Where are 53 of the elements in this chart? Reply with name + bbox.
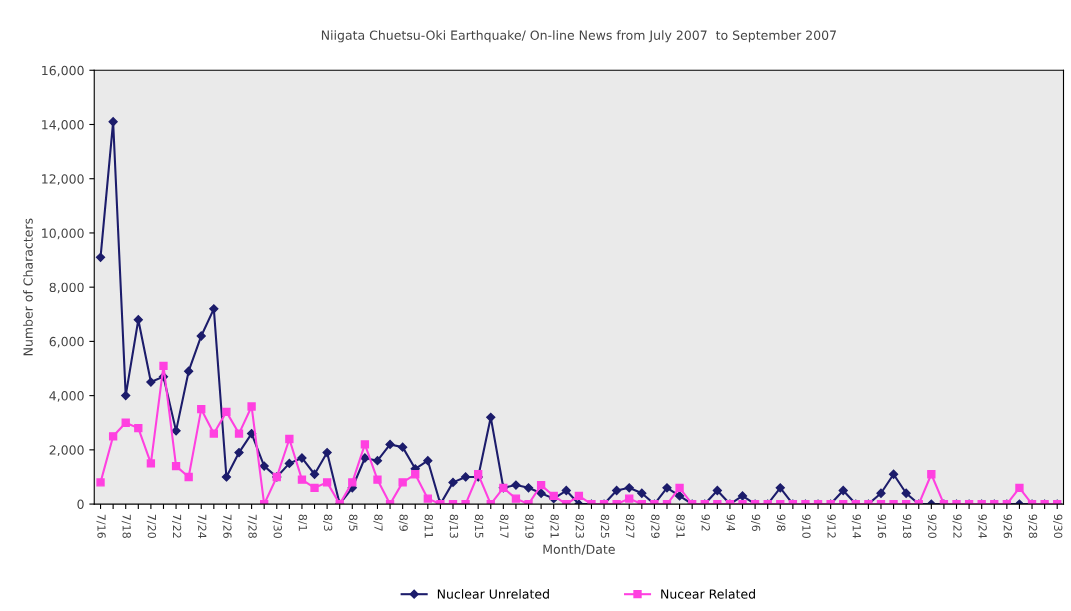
- y-tick-label: 12,000: [42, 174, 84, 185]
- x-tick-label: 7/22: [171, 514, 182, 538]
- x-tick-label: 7/28: [247, 514, 257, 538]
- x-tick-label: 9/26: [1002, 514, 1013, 539]
- x-tick-label: 9/14: [851, 514, 861, 539]
- x-tick-label: 8/17: [499, 514, 509, 538]
- legend-label: Nuclear Unrelated: [437, 589, 549, 599]
- x-tick-label: 8/7: [373, 514, 383, 531]
- x-tick-label: 8/25: [599, 514, 610, 538]
- x-tick-label: 9/30: [1053, 514, 1063, 539]
- x-tick-label: 9/2: [700, 514, 710, 531]
- y-axis-title: Number of Characters: [23, 218, 33, 356]
- x-tick-label: 9/10: [801, 514, 811, 539]
- x-tick-label: 8/19: [524, 514, 534, 538]
- x-tick-label: 8/15: [474, 514, 484, 538]
- x-tick-label: 7/20: [146, 514, 157, 539]
- x-tick-label: 8/29: [650, 514, 660, 538]
- x-tick-label: 9/12: [826, 514, 836, 538]
- x-tick-label: 8/1: [297, 514, 308, 531]
- x-tick-label: 9/18: [902, 514, 912, 538]
- y-tick-label: 16,000: [42, 65, 84, 77]
- x-axis-title: Month/Date: [543, 544, 615, 555]
- y-tick-label: 4,000: [49, 391, 84, 402]
- x-tick-label: 9/6: [751, 514, 761, 531]
- y-tick-label: 8,000: [49, 282, 84, 294]
- y-tick-label: 6,000: [49, 336, 84, 348]
- x-tick-label: 9/4: [725, 514, 736, 532]
- y-tick-label: 10,000: [42, 228, 84, 240]
- x-tick-label: 9/16: [876, 514, 887, 539]
- x-tick-label: 8/3: [323, 514, 333, 531]
- x-tick-label: 8/23: [574, 514, 585, 538]
- x-tick-label: 7/26: [222, 514, 232, 539]
- x-tick-label: 7/18: [121, 514, 131, 538]
- x-tick-label: 7/16: [96, 514, 106, 539]
- x-tick-label: 8/27: [625, 514, 635, 538]
- x-tick-label: 9/20: [927, 514, 937, 539]
- x-tick-label: 8/13: [448, 514, 459, 538]
- x-tick-label: 9/8: [776, 514, 786, 531]
- x-tick-label: 7/30: [272, 514, 282, 539]
- legend-label: Nucear Related: [661, 589, 755, 599]
- x-tick-label: 9/22: [952, 514, 962, 538]
- x-tick-label: 7/24: [197, 514, 207, 539]
- x-tick-label: 8/5: [348, 514, 358, 531]
- x-tick-label: 9/24: [977, 514, 987, 539]
- y-tick-label: 14,000: [42, 119, 84, 131]
- x-tick-label: 8/9: [398, 514, 408, 531]
- chart-title: Niigata Chuetsu-Oki Earthquake/ On-line News from July 2007 to September 2007: [321, 30, 836, 43]
- x-tick-label: 8/31: [675, 514, 685, 538]
- x-tick-label: 8/11: [423, 514, 433, 538]
- y-tick-label: 2,000: [49, 445, 84, 457]
- x-tick-label: 9/28: [1027, 514, 1038, 538]
- y-tick-label: 0: [77, 499, 84, 509]
- x-tick-label: 8/21: [549, 514, 559, 538]
